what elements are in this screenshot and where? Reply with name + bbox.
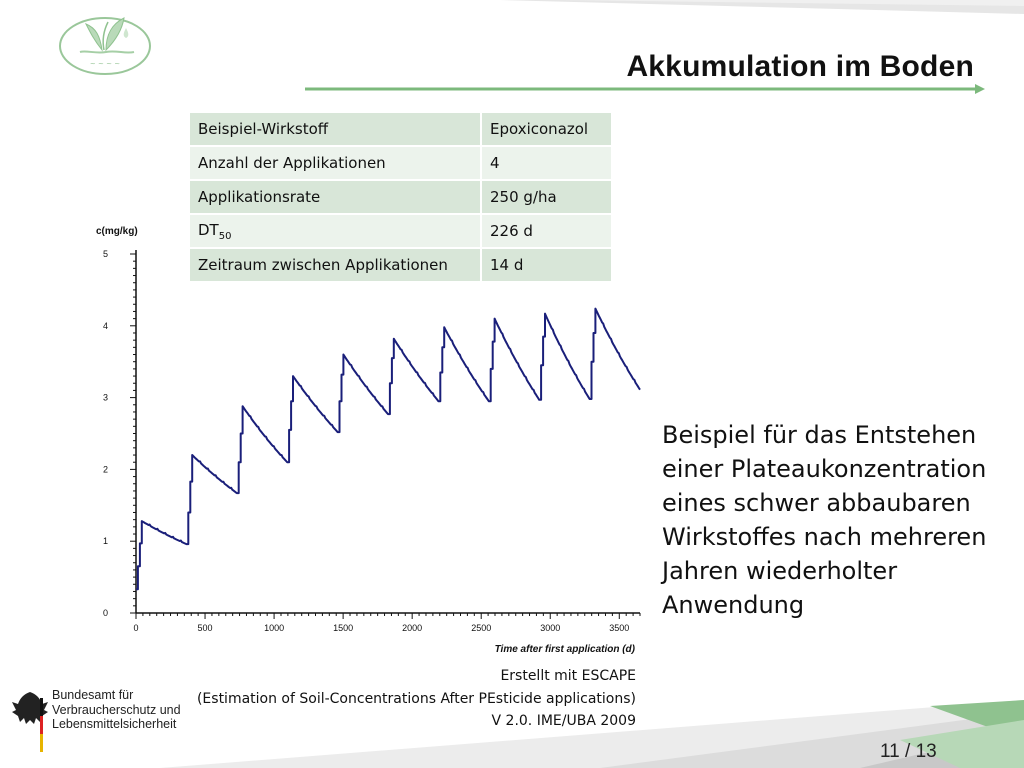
page-current: 11 — [880, 741, 900, 762]
plant-logo: ~ ~ ~ ~ — [59, 17, 151, 75]
agency-line-2: Verbraucherschutz und — [52, 702, 181, 717]
agency-name: Bundesamt für Verbraucherschutz und Lebe… — [52, 688, 181, 732]
x-tick-label: 0 — [133, 623, 138, 633]
table-cell-value: Epoxiconazol — [480, 111, 613, 147]
x-tick-label: 3500 — [609, 623, 629, 633]
y-tick-label: 4 — [103, 321, 108, 331]
y-tick-label: 2 — [103, 464, 108, 474]
title-underline — [305, 84, 985, 94]
credit-line-3: V 2.0. IME/UBA 2009 — [491, 713, 636, 729]
y-axis-label: c(mg/kg) — [96, 226, 138, 237]
table-cell-value: 226 d — [480, 213, 613, 249]
x-tick-label: 2000 — [402, 623, 422, 633]
dt-label: DT — [198, 220, 219, 239]
credit-line-1: Erstellt mit ESCAPE — [500, 668, 636, 684]
x-tick-label: 500 — [198, 623, 213, 633]
table-row: Anzahl der Applikationen 4 — [188, 145, 613, 181]
dt-subscript: 50 — [218, 230, 232, 242]
x-tick-label: 3000 — [540, 623, 560, 633]
agency-line-3: Lebensmittelsicherheit — [52, 717, 177, 731]
table-row: Zeitraum zwischen Applikationen 14 d — [188, 247, 613, 283]
x-tick-label: 2500 — [471, 623, 491, 633]
table-cell-value: 250 g/ha — [480, 179, 613, 215]
slide-title: Akkumulation im Boden — [626, 50, 974, 83]
y-tick-label: 3 — [103, 393, 108, 403]
federal-eagle-icon — [12, 692, 48, 752]
table-cell-value: 14 d — [480, 247, 613, 283]
parameter-table: Beispiel-Wirkstoff Epoxiconazol Anzahl d… — [188, 111, 613, 283]
y-tick-label: 1 — [103, 536, 108, 546]
y-tick-label: 0 — [103, 608, 108, 618]
x-axis-label: Time after first application (d) — [495, 644, 636, 655]
agency-line-1: Bundesamt für — [52, 688, 134, 702]
table-cell-label: Zeitraum zwischen Applikationen — [188, 247, 482, 283]
page-total: 13 — [915, 741, 937, 762]
table-cell-label: Anzahl der Applikationen — [188, 145, 482, 181]
credit-line-2: (Estimation of Soil-Concentrations After… — [196, 690, 636, 707]
table-cell-label: Applikationsrate — [188, 179, 482, 215]
table-row: Beispiel-Wirkstoff Epoxiconazol — [188, 111, 613, 147]
x-tick-label: 1000 — [264, 623, 284, 633]
y-tick-label: 5 — [103, 249, 108, 259]
table-row: Applikationsrate 250 g/ha — [188, 179, 613, 215]
credit-note: Erstellt mit ESCAPE (Estimation of Soil-… — [197, 665, 636, 733]
page-number: 11 / 13 — [880, 741, 937, 763]
table-row: DT50 226 d — [188, 213, 613, 249]
page-separator: / — [905, 741, 911, 762]
concentration-chart: c(mg/kg) Time after first application (d… — [96, 226, 641, 655]
svg-text:~ ~ ~ ~: ~ ~ ~ ~ — [90, 60, 120, 68]
concentration-series-line — [136, 307, 641, 591]
description-text: Beispiel für das Entstehen einer Plateau… — [662, 421, 987, 619]
table-cell-label: DT50 — [188, 213, 482, 249]
x-tick-label: 1500 — [333, 623, 353, 633]
table-cell-label: Beispiel-Wirkstoff — [188, 111, 482, 147]
table-cell-value: 4 — [480, 145, 613, 181]
